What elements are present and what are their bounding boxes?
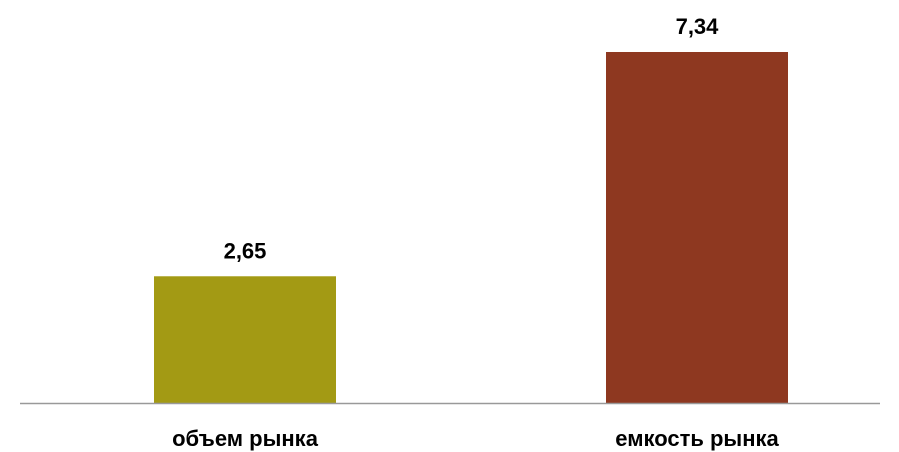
bar-1 [154, 276, 336, 403]
category-labels-group: объем рынка емкость рынка [172, 426, 779, 451]
value-label-2: 7,34 [676, 14, 720, 39]
value-label-1: 2,65 [224, 238, 267, 263]
bars-group [154, 52, 788, 403]
value-labels-group: 2,65 7,34 [224, 14, 720, 263]
category-label-1: объем рынка [172, 426, 319, 451]
bar-2 [606, 52, 788, 403]
category-label-2: емкость рынка [615, 426, 779, 451]
